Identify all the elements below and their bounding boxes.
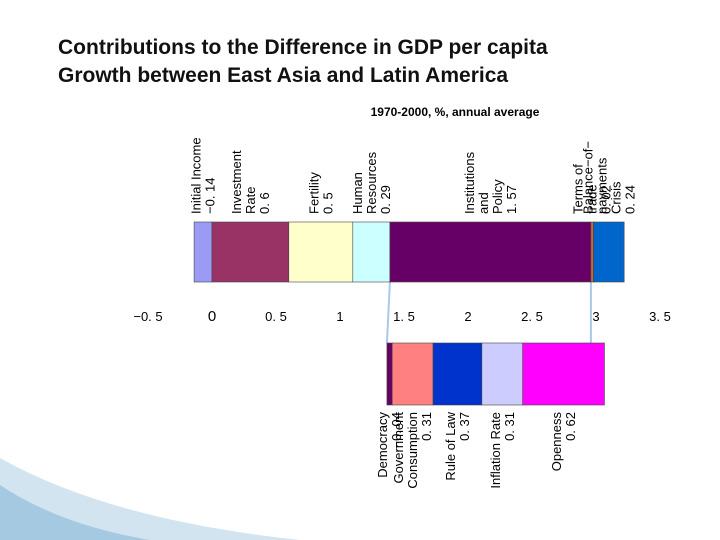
axis-tick-labels: −0. 5 0 0. 5 1 1. 5 2 2. 5 3 3. 5 — [133, 308, 670, 325]
main-segment-labels: Initial Income−0. 14 InvestmentRate0. 6 Fe… — [189, 137, 638, 214]
segment-label-line: Terms of — [571, 164, 586, 214]
segment-label-line: 0. 6 — [257, 192, 272, 214]
breakdown-label-line: 0. 62 — [563, 412, 578, 441]
breakdown-stacked-bar — [386, 342, 605, 406]
breakdown-label-line: Consumption — [405, 412, 420, 489]
x-tick-label: −0. 5 — [133, 309, 162, 324]
bar-segment-institutions-and-policy — [389, 221, 592, 283]
breakdown-label-line: Openness — [549, 412, 564, 472]
x-tick-label: 3. 5 — [649, 309, 671, 324]
breakdown-label-democracy: Democracy−0. 04 — [375, 412, 404, 478]
breakdown-segment-inflation-rate — [481, 342, 524, 406]
segment-label-line: 0. 24 — [622, 185, 637, 214]
connector-left — [385, 281, 391, 344]
breakdown-label-line: Government — [391, 412, 406, 484]
segment-label-line: Policy — [490, 179, 505, 214]
chart-title-line-2: Growth between East Asia and Latin Ameri… — [58, 64, 509, 87]
segment-label-line: and — [476, 192, 491, 214]
main-stacked-bar — [193, 221, 625, 283]
breakdown-label-line: −0. 04 — [389, 412, 404, 449]
segment-label-line: Initial Income — [189, 137, 204, 214]
x-tick-label: 0. 5 — [265, 309, 287, 324]
segment-label-line: Investment — [229, 150, 244, 214]
segment-label-line: Human — [350, 172, 365, 214]
bar-segment-fertility — [288, 221, 354, 283]
breakdown-label-inflation-rate: Inflation Rate0. 31 — [488, 412, 517, 489]
chart-subtitle: 1970-2000, %, annual average — [371, 105, 540, 119]
breakdown-label-line: Rule of Law — [443, 411, 458, 480]
segment-label-institutions-and-policy: InstitutionsandPolicy1. 57 — [462, 151, 519, 214]
corner-swoosh-large — [0, 458, 300, 540]
breakdown-connectors — [385, 281, 592, 344]
x-tick-label: 0 — [208, 308, 216, 325]
breakdown-segment-rule-of-law — [432, 342, 483, 406]
x-tick-label: 3 — [592, 309, 599, 324]
breakdown-label-line: 0. 31 — [419, 412, 434, 441]
segment-label-line: 1. 57 — [504, 185, 519, 214]
bar-segment-balance-of-payments-crisis — [593, 221, 625, 283]
segment-label-initial-income: Initial Income−0. 14 — [189, 137, 218, 214]
segment-label-line: Rate — [243, 187, 258, 214]
segment-label-line: Crisis — [608, 181, 623, 214]
segment-label-line: 0. 5 — [320, 192, 335, 214]
x-tick-label: 2. 5 — [521, 309, 543, 324]
segment-label-line: payments — [594, 157, 609, 214]
segment-label-investment-rate: InvestmentRate0. 6 — [229, 150, 272, 214]
breakdown-label-government-consumption: GovernmentConsumption0. 31 — [391, 412, 434, 489]
bar-segment-investment-rate — [211, 221, 290, 283]
chart-title-line-1: Contributions to the Difference in GDP p… — [58, 36, 548, 59]
bar-segment-human-resources — [352, 221, 391, 283]
segment-label-line: Resources — [364, 151, 379, 214]
breakdown-label-rule-of-law: Rule of Law0. 37 — [443, 411, 472, 480]
breakdown-label-line: Democracy — [375, 412, 390, 478]
breakdown-label-line: Inflation Rate — [488, 412, 503, 489]
segment-label-human-resources: HumanResources0. 29 — [350, 151, 393, 214]
corner-swoosh-small — [0, 485, 150, 540]
breakdown-label-line: 0. 31 — [502, 412, 517, 441]
segment-label-line: Fertility — [306, 172, 321, 214]
breakdown-segment-openness — [522, 342, 605, 406]
segment-label-line: trade — [585, 184, 600, 214]
segment-label-line: Institutions — [462, 151, 477, 214]
bar-segment-terms-of-trade — [590, 221, 594, 283]
x-tick-label: 2 — [464, 309, 471, 324]
breakdown-label-line: 0. 37 — [457, 412, 472, 441]
segment-label-line: 0. 02 — [599, 185, 614, 214]
segment-label-line: Balance−of− — [580, 141, 595, 214]
x-tick-label: 1 — [336, 309, 343, 324]
chart-title: Contributions to the Difference in GDP p… — [58, 34, 698, 90]
segment-label-line: 0. 29 — [378, 185, 393, 214]
breakdown-segment-democracy — [386, 342, 393, 406]
breakdown-segment-government-consumption — [391, 342, 434, 406]
x-tick-label: 1. 5 — [393, 309, 415, 324]
breakdown-label-openness: Openness0. 62 — [549, 412, 578, 472]
corner-decoration — [0, 458, 300, 540]
segment-label-line: −0. 14 — [203, 177, 218, 214]
segment-label-balance-of-payments-crisis: Balance−of−paymentsCrisis0. 24 — [580, 141, 637, 214]
segment-label-fertility: Fertility0. 5 — [306, 172, 335, 214]
segment-label-terms-of-trade: Terms oftrade0. 02 — [571, 164, 614, 214]
bar-segment-initial-income — [193, 221, 213, 283]
